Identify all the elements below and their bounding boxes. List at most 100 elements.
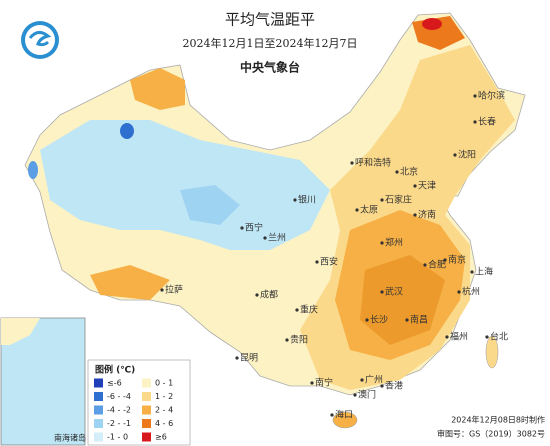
city-dot — [413, 184, 417, 188]
hainan — [332, 411, 358, 429]
legend-swatch — [94, 378, 103, 388]
warm-core — [360, 255, 445, 345]
city-label: 海口 — [335, 409, 353, 421]
city-dot — [285, 338, 289, 342]
city-dot — [405, 318, 409, 322]
legend-label: -2 - -1 — [107, 419, 131, 428]
city-dot — [470, 270, 474, 274]
legend-label: -4 - -2 — [107, 406, 131, 415]
city-label: 长春 — [478, 116, 496, 128]
city-dot — [395, 170, 399, 174]
city-dot — [380, 384, 384, 388]
city-label: 贵阳 — [290, 334, 308, 346]
city-label: 济南 — [418, 209, 436, 221]
legend-swatch — [94, 405, 103, 415]
city-dot — [413, 213, 417, 217]
city-dot — [443, 258, 447, 262]
city-label: 香港 — [385, 380, 403, 392]
city-dot — [263, 236, 267, 240]
city-dot — [485, 335, 489, 339]
legend-swatch — [142, 405, 151, 415]
city-label: 武汉 — [385, 286, 403, 298]
city-label: 重庆 — [300, 304, 318, 316]
city-label: 台北 — [490, 331, 508, 343]
legend-swatch — [142, 419, 151, 428]
city-dot — [160, 288, 164, 292]
city-dot — [255, 293, 259, 297]
city-dot — [380, 198, 384, 202]
taiwan — [485, 335, 499, 369]
warm-anomaly-area — [130, 68, 185, 110]
city-dot — [315, 260, 319, 264]
city-dot — [473, 94, 477, 98]
legend-swatch — [94, 392, 103, 401]
logo — [21, 21, 59, 59]
city-label: 沈阳 — [458, 149, 476, 161]
legend-swatch — [142, 432, 151, 442]
city-label: 澳门 — [358, 389, 376, 401]
city-dot — [380, 241, 384, 245]
city-label: 南京 — [448, 254, 466, 266]
city-label: 哈尔滨 — [478, 90, 505, 102]
legend-label: ≤-6 — [107, 379, 122, 388]
city-label: 上海 — [475, 266, 493, 278]
city-dot — [350, 161, 354, 165]
city-dot — [457, 290, 461, 294]
city-dot — [365, 318, 369, 322]
city-label: 银川 — [298, 194, 316, 206]
legend: 图例 (℃) ≤-6 -6 - -4 -4 - -2 -2 - -1 -1 - 0 0 -… — [87, 359, 191, 446]
city-label: 兰州 — [268, 232, 286, 244]
cold-anomaly-area — [40, 120, 330, 250]
city-dot — [423, 263, 427, 267]
city-dot — [295, 308, 299, 312]
city-label: 呼和浩特 — [355, 157, 391, 169]
legend-label: 0 - 1 — [155, 379, 173, 388]
city-dot — [445, 335, 449, 339]
city-label: 广州 — [365, 374, 383, 386]
legend-swatch — [142, 378, 151, 388]
city-dot — [330, 413, 334, 417]
legend-swatch — [142, 392, 151, 401]
cold-core — [180, 185, 240, 225]
temperature-map — [24, 12, 526, 429]
legend-label: 2 - 4 — [155, 406, 173, 415]
warm-anomaly-area — [90, 265, 170, 300]
city-dot — [360, 378, 364, 382]
south-china-sea-inset: 南海诸岛 — [0, 317, 86, 446]
legend-label: 4 - 6 — [155, 419, 173, 428]
city-dot — [473, 120, 477, 124]
legend-swatch — [94, 432, 103, 442]
city-label: 福州 — [450, 331, 468, 343]
approval-number: 审图号：GS（2019）3082号 — [437, 429, 545, 439]
city-dot — [293, 198, 297, 202]
city-label: 郑州 — [385, 237, 403, 249]
city-label: 西安 — [320, 256, 338, 268]
map-title: 平均气温距平 — [225, 11, 315, 29]
cold-spot — [28, 161, 38, 179]
legend-label: -1 - 0 — [107, 433, 128, 442]
legend-label: ≥6 — [155, 433, 167, 442]
city-label: 合肥 — [428, 259, 446, 271]
hot-spot — [422, 18, 442, 30]
city-dot — [355, 208, 359, 212]
inset-label: 南海诸岛 — [54, 433, 86, 443]
city-label: 拉萨 — [165, 284, 183, 296]
city-label: 北京 — [400, 166, 418, 178]
legend-label: 1 - 2 — [155, 392, 173, 401]
city-dot — [380, 290, 384, 294]
city-label: 太原 — [360, 204, 378, 216]
legend-swatch — [94, 419, 103, 428]
city-label: 杭州 — [462, 286, 480, 298]
city-label: 南宁 — [315, 377, 333, 389]
city-dot — [353, 393, 357, 397]
city-dot — [453, 153, 457, 157]
made-time: 2024年12月08日8时制作 — [451, 415, 545, 425]
cold-spot — [120, 123, 134, 139]
city-label: 南昌 — [410, 314, 428, 326]
city-label: 昆明 — [240, 353, 258, 364]
legend-title: 图例 (℃) — [95, 364, 135, 376]
city-label: 西宁 — [245, 222, 263, 234]
city-label: 成都 — [260, 289, 278, 301]
